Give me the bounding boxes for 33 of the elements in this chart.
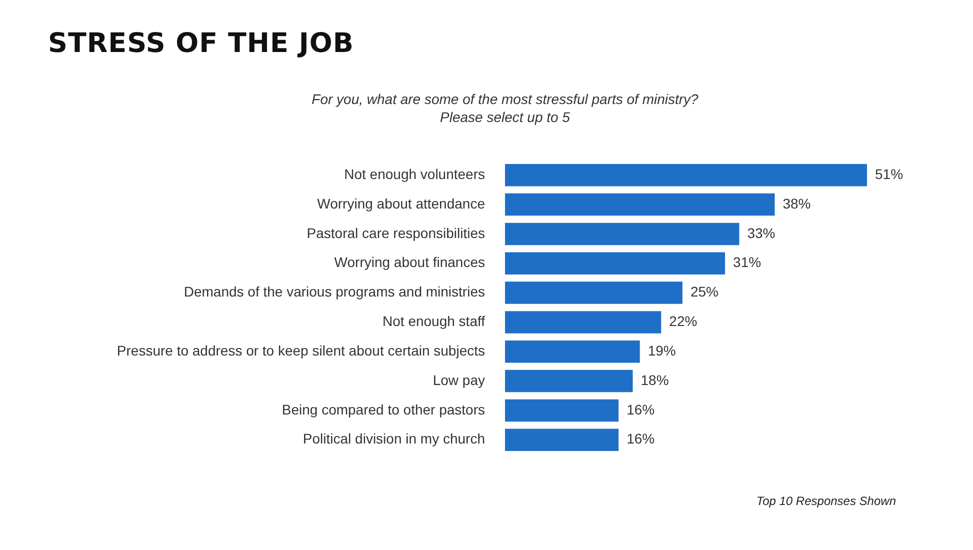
y-tick-label: Pressure to address or to keep silent about certain subjects xyxy=(116,342,485,358)
data-label: 19% xyxy=(648,342,676,358)
bar xyxy=(505,164,867,186)
bar xyxy=(505,311,662,334)
text: STRESS OF THE JOB xyxy=(48,28,354,59)
chart-subtitle: For you, what are some of the most stressful parts of ministry? Please select up to 5 xyxy=(310,90,700,126)
data-label: 31% xyxy=(733,254,762,270)
data-label: 16% xyxy=(626,430,655,447)
bar xyxy=(505,193,775,216)
data-label: 51% xyxy=(875,166,904,182)
bar xyxy=(505,222,740,246)
y-tick-label: Being compared to other pastors xyxy=(282,401,485,418)
y-tick-label: Not enough staff xyxy=(382,313,486,330)
data-label: 22% xyxy=(669,313,698,330)
y-tick-label: Worrying about attendance xyxy=(317,195,486,212)
y-tick-label: Pastoral care responsibilities xyxy=(306,224,485,241)
bar xyxy=(505,252,726,274)
text: Top 10 Responses Shown xyxy=(755,494,896,508)
y-tick-label: Worrying about finances xyxy=(334,254,485,270)
y-tick-label: Demands of the various programs and ministries xyxy=(184,284,485,300)
bar xyxy=(505,399,619,422)
data-label: 18% xyxy=(640,372,669,388)
data-label: 38% xyxy=(782,195,811,212)
data-label: 25% xyxy=(690,284,718,300)
y-tick-label: Political division in my church xyxy=(302,430,485,447)
data-label: 16% xyxy=(626,401,655,418)
bar xyxy=(505,340,640,363)
y-tick-label: Not enough volunteers xyxy=(344,166,485,182)
bar xyxy=(505,428,619,452)
data-label: 33% xyxy=(747,224,776,241)
bar xyxy=(505,282,682,304)
bar xyxy=(505,370,633,392)
y-tick-label: Low pay xyxy=(432,372,485,388)
